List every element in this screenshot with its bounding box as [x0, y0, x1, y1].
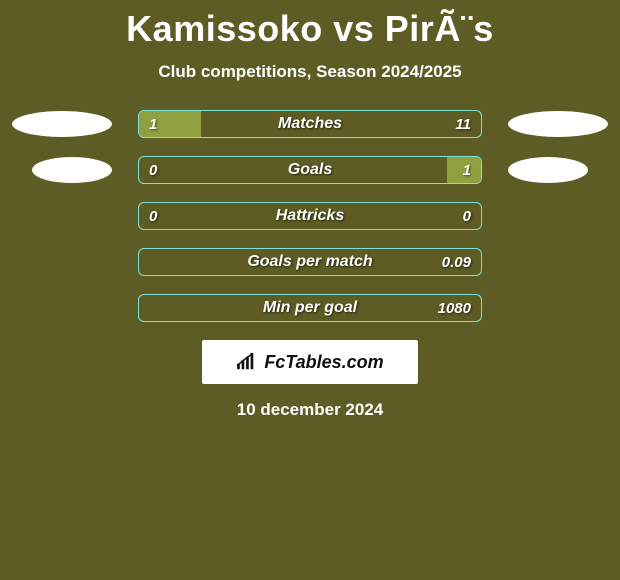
stat-row: 0 Hattricks 0: [0, 202, 620, 230]
branding-text: FcTables.com: [264, 352, 383, 373]
bar-fill-right: [447, 157, 481, 183]
bar-fill-left: [139, 111, 201, 137]
page-subtitle: Club competitions, Season 2024/2025: [0, 62, 620, 82]
branding-badge: FcTables.com: [202, 340, 418, 384]
player-photo-left: [12, 111, 112, 137]
stat-label: Goals: [139, 157, 481, 183]
comparison-chart: 1 Matches 11 0 Goals 1 0 Hattricks 0: [0, 110, 620, 322]
stat-value-right: 1080: [438, 295, 471, 321]
stat-bar: 0 Goals 1: [138, 156, 482, 184]
player-photo-right: [508, 111, 608, 137]
stat-value-right: 11: [455, 111, 471, 137]
page-title: Kamissoko vs PirÃ¨s: [0, 0, 620, 50]
stat-row: 1 Matches 11: [0, 110, 620, 138]
player-photo-right: [508, 157, 588, 183]
stat-value-right: 0.09: [442, 249, 471, 275]
bar-chart-icon: [236, 353, 258, 371]
date-label: 10 december 2024: [0, 400, 620, 420]
stat-label: Goals per match: [139, 249, 481, 275]
stat-row: 0 Goals 1: [0, 156, 620, 184]
stat-bar: 0 Hattricks 0: [138, 202, 482, 230]
player-photo-left: [32, 157, 112, 183]
stat-bar: Goals per match 0.09: [138, 248, 482, 276]
stat-label: Min per goal: [139, 295, 481, 321]
stat-label: Hattricks: [139, 203, 481, 229]
stat-row: Min per goal 1080: [0, 294, 620, 322]
stat-value-left: 0: [149, 157, 157, 183]
stat-value-right: 0: [463, 203, 471, 229]
stat-value-left: 0: [149, 203, 157, 229]
stat-bar: 1 Matches 11: [138, 110, 482, 138]
stat-row: Goals per match 0.09: [0, 248, 620, 276]
stat-bar: Min per goal 1080: [138, 294, 482, 322]
